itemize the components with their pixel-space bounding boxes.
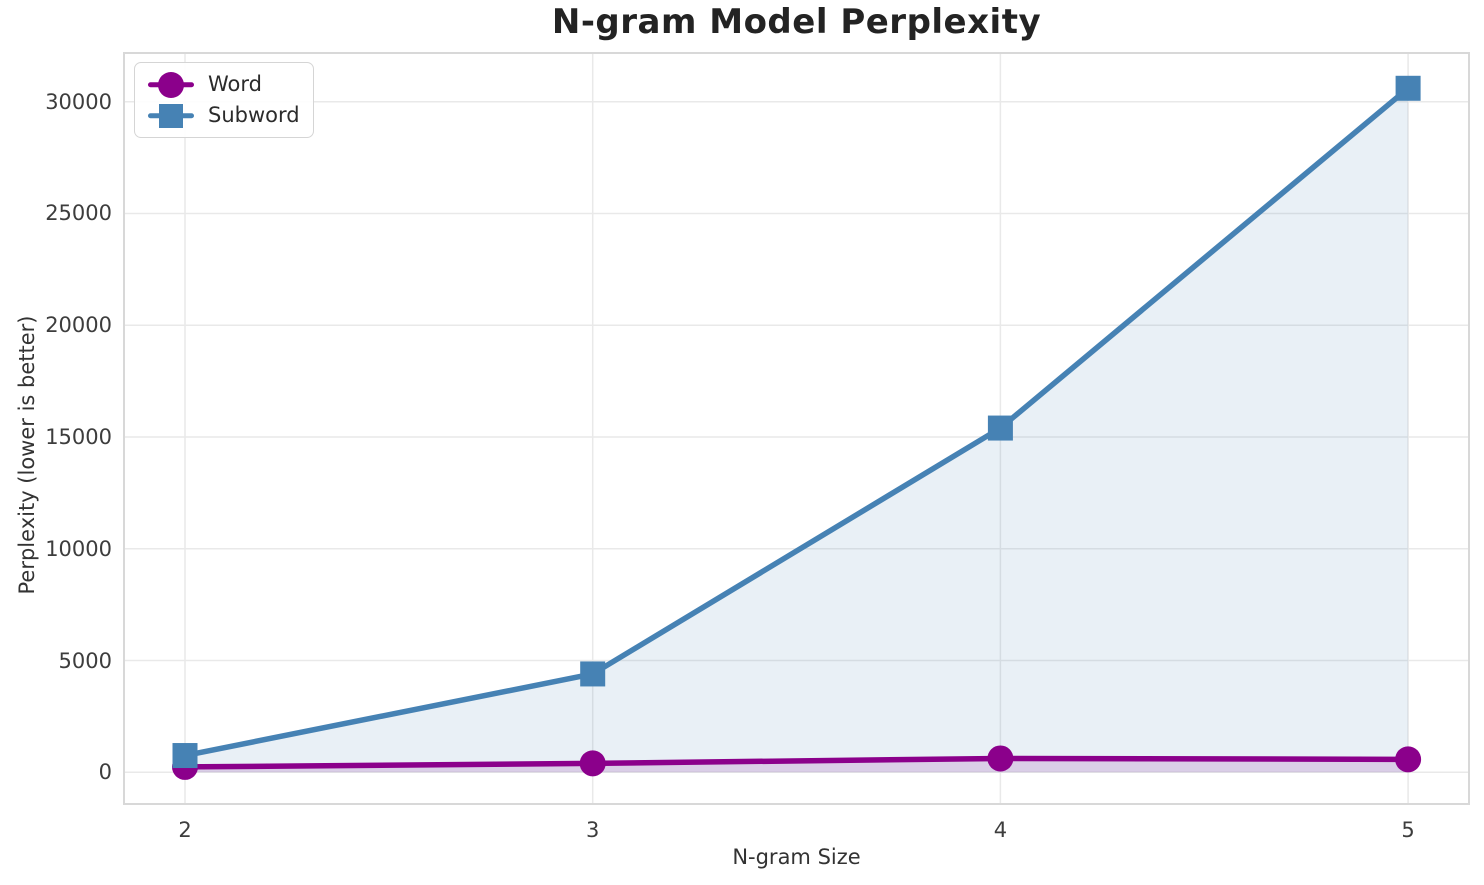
data-point-word	[987, 745, 1014, 772]
y-tick-label: 0	[98, 760, 112, 785]
y-axis-label: Perplexity (lower is better)	[15, 315, 39, 595]
legend-item-subword: Subword	[148, 102, 300, 129]
y-tick-label: 15000	[45, 425, 112, 449]
y-tick-label: 20000	[45, 313, 112, 338]
plot-border	[123, 52, 1470, 805]
data-point-subword	[1395, 75, 1421, 101]
circle-marker-icon	[158, 71, 184, 98]
legend: Word Subword	[134, 62, 314, 138]
y-tick-label: 30000	[45, 89, 112, 114]
x-tick-label: 4	[993, 818, 1008, 842]
legend-sample	[148, 71, 194, 98]
x-tick-label: 2	[178, 818, 192, 842]
data-point-subword	[172, 743, 198, 769]
square-marker-icon	[159, 103, 183, 128]
data-point-word	[1395, 746, 1422, 773]
series-line-word	[182, 755, 1411, 770]
x-tick-label: 5	[1401, 818, 1415, 842]
data-point-subword	[987, 415, 1013, 441]
area-fill-word	[185, 758, 1409, 773]
data-point-word	[579, 750, 606, 777]
x-tick-label: 3	[586, 818, 600, 842]
x-axis-label: N-gram Size	[732, 845, 861, 869]
legend-sample	[148, 102, 194, 129]
legend-item-word: Word	[148, 71, 300, 98]
y-tick-label: 25000	[45, 201, 112, 226]
area-fill-subword	[185, 88, 1409, 773]
data-point-subword	[580, 661, 606, 687]
y-tick-label: 10000	[45, 536, 112, 561]
chart-title: N-gram Model Perplexity	[551, 2, 1042, 42]
legend-label: Word	[208, 72, 262, 96]
legend-label: Subword	[208, 103, 300, 127]
series-line-subword	[182, 85, 1411, 759]
y-tick-label: 5000	[58, 648, 112, 673]
